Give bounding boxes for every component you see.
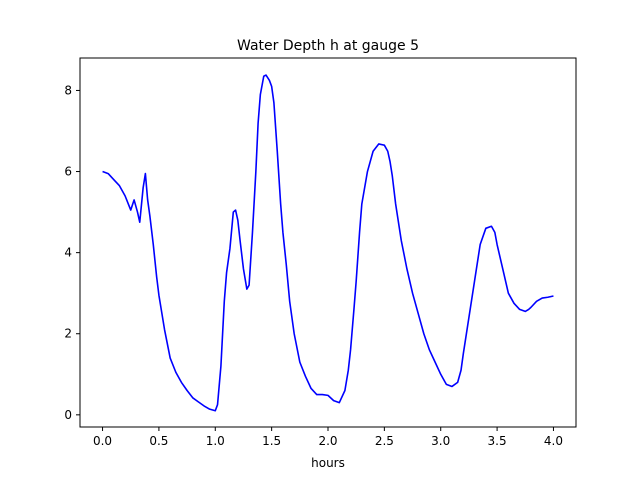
plot-area — [102, 74, 554, 412]
x-tick-label: 0.5 — [149, 434, 168, 448]
x-tick-label: 3.5 — [488, 434, 507, 448]
x-axis-ticks: 0.0 0.5 1.0 1.5 2.0 2.5 3.0 3.5 4.0 — [93, 427, 563, 448]
y-tick-label: 6 — [64, 165, 72, 179]
axes-frame — [79, 57, 577, 428]
x-tick-label: 3.0 — [431, 434, 450, 448]
chart-title: Water Depth h at gauge 5 — [237, 38, 419, 54]
x-tick-label: 1.0 — [206, 434, 225, 448]
y-axis-ticks: 0 2 4 6 8 — [64, 83, 80, 422]
y-tick-label: 8 — [64, 83, 72, 97]
x-tick-label: 0.0 — [93, 434, 112, 448]
x-axis-label: hours — [311, 456, 345, 470]
x-tick-label: 2.5 — [375, 434, 394, 448]
x-tick-label: 2.0 — [318, 434, 337, 448]
series-line-0 — [102, 74, 554, 412]
y-tick-label: 0 — [64, 408, 72, 422]
x-tick-label: 1.5 — [262, 434, 281, 448]
y-tick-label: 2 — [64, 327, 72, 341]
x-tick-label: 4.0 — [544, 434, 563, 448]
y-tick-label: 4 — [64, 246, 72, 260]
